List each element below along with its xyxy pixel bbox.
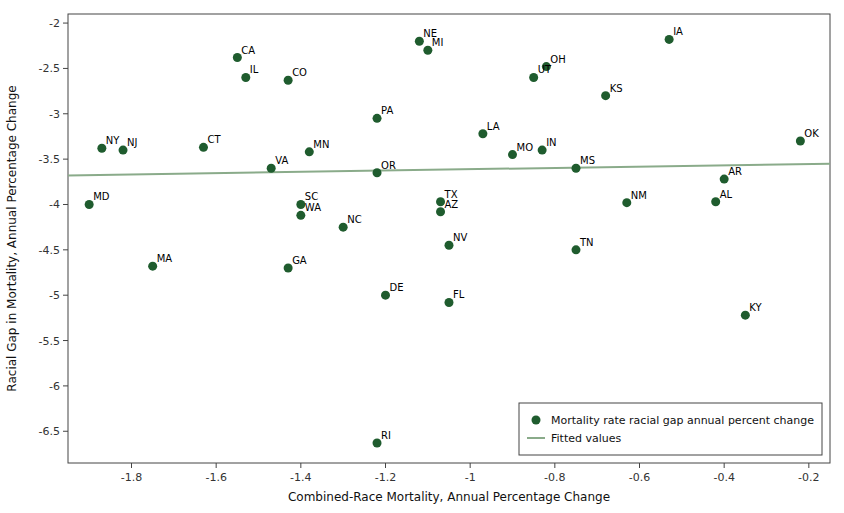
point-label: OK [804, 128, 819, 139]
y-tick-label: -4.5 [39, 244, 60, 257]
y-tick-label: -2 [49, 17, 60, 30]
point-label: AL [720, 189, 733, 200]
point-label: IA [673, 26, 683, 37]
point-label: DE [390, 282, 404, 293]
x-tick [724, 463, 725, 468]
y-tick [63, 385, 68, 386]
y-tick-label: -4 [49, 198, 60, 211]
legend: Mortality rate racial gap annual percent… [519, 403, 822, 455]
x-tick-label: -1.6 [205, 471, 226, 484]
point-label: FL [453, 289, 465, 300]
x-tick [216, 463, 217, 468]
x-tick [385, 463, 386, 468]
y-tick-label: -6.5 [39, 425, 60, 438]
point-label: CT [207, 134, 221, 145]
point-label: KY [749, 302, 762, 313]
legend-key [532, 416, 541, 425]
point-label: MO [517, 142, 534, 153]
point-label: NV [453, 232, 467, 243]
y-tick-label: -3 [49, 108, 60, 121]
point-label: LA [487, 121, 500, 132]
point-label: AR [728, 166, 742, 177]
x-tick-label: -0.2 [798, 471, 819, 484]
y-tick [63, 23, 68, 24]
point-label: VA [275, 155, 288, 166]
plot-frame [68, 14, 830, 463]
point-labels: NYNJCTMDMACAILCOVASCWAGAMNPANCORDERITXAZ… [93, 26, 819, 441]
y-tick [63, 249, 68, 250]
point-label: CA [241, 45, 255, 56]
x-tick-label: -0.6 [629, 471, 650, 484]
point-label: IL [250, 64, 259, 75]
point-label: MD [93, 191, 110, 202]
point-label: NJ [127, 137, 137, 148]
y-tick-label: -6 [49, 380, 60, 393]
legend-box [519, 403, 822, 455]
y-tick-label: -3.5 [39, 153, 60, 166]
point-label: SC [305, 191, 318, 202]
point-label: NY [106, 135, 120, 146]
x-axis-label: Combined-Race Mortality, Annual Percenta… [288, 490, 610, 504]
point-label: RI [381, 430, 391, 441]
point-label: MN [313, 139, 329, 150]
x-tick [131, 463, 132, 468]
y-tick-label: -5.5 [39, 335, 60, 348]
point-label: OR [381, 160, 396, 171]
y-tick [63, 295, 68, 296]
y-tick [63, 113, 68, 114]
chart: -1.8 -1.6 -1.4 -1.2 -1 -0.8 -0.6 -0.4 -0.2 -2 -2.5… [0, 0, 844, 513]
x-tick [639, 463, 640, 468]
legend-label: Fitted values [551, 432, 622, 445]
x-tick [554, 463, 555, 468]
point-label: KS [610, 83, 623, 94]
x-tick [470, 463, 471, 468]
y-tick [63, 68, 68, 69]
x-tick [300, 463, 301, 468]
point-label: UT [538, 64, 552, 75]
point-label: GA [292, 255, 307, 266]
point-label: PA [381, 105, 393, 116]
y-tick [63, 204, 68, 205]
x-tick-label: -1.8 [121, 471, 142, 484]
data-marks [68, 35, 830, 448]
x-tick-label: -0.4 [713, 471, 734, 484]
y-axis-label: Racial Gap in Mortality, Annual Percenta… [5, 85, 19, 391]
point-label: AZ [445, 199, 459, 210]
point-label: NC [347, 214, 361, 225]
y-tick [63, 431, 68, 432]
point-label: MA [157, 253, 173, 264]
x-tick [808, 463, 809, 468]
point-label: OH [550, 54, 565, 65]
point-label: NM [631, 190, 647, 201]
y-tick [63, 159, 68, 160]
legend-key [527, 437, 545, 439]
point-label: WA [305, 202, 321, 213]
point-label: MI [432, 37, 444, 48]
y-tick-label: -2.5 [39, 62, 60, 75]
point-label: TN [579, 237, 594, 248]
point-label: CO [292, 67, 307, 78]
legend-label: Mortality rate racial gap annual percent… [551, 414, 814, 427]
x-tick-label: -1.4 [290, 471, 311, 484]
x-tick-label: -1 [465, 471, 476, 484]
point-label: IN [546, 137, 556, 148]
y-tick-label: -5 [49, 289, 60, 302]
x-tick-label: -0.8 [544, 471, 565, 484]
y-tick [63, 340, 68, 341]
point-label: MS [580, 155, 595, 166]
fitted-line [68, 164, 830, 176]
x-tick-label: -1.2 [375, 471, 396, 484]
